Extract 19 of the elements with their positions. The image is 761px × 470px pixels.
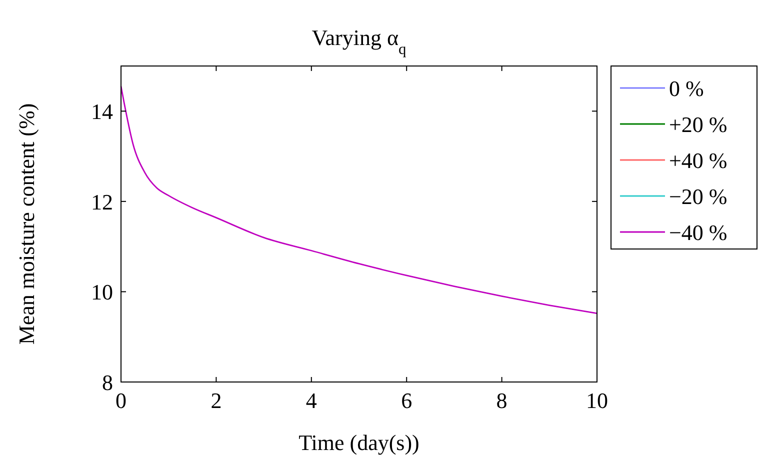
x-tick-label: 8: [496, 388, 508, 413]
x-axis-title: Time (day(s)): [298, 430, 420, 455]
y-tick-label: 10: [91, 280, 113, 305]
x-tick-label: 10: [586, 388, 608, 413]
legend-label: +20 %: [669, 112, 728, 137]
x-tick-label: 0: [116, 388, 126, 413]
x-tick-label: 2: [210, 388, 222, 413]
chart-title: Varying α$_{q}$: [312, 25, 406, 58]
legend-label: −40 %: [669, 220, 728, 245]
legend-label: +40 %: [669, 148, 728, 173]
y-tick-label: 8: [102, 370, 113, 395]
legend-label: 0 %: [669, 76, 704, 101]
line-series: [120, 86, 598, 314]
x-tick-label: 6: [401, 388, 412, 413]
y-axis-title: Mean moisture content (%): [14, 103, 39, 345]
x-tick-label: 4: [306, 388, 317, 413]
y-tick-label: 14: [91, 99, 113, 124]
legend-label: −20 %: [669, 184, 728, 209]
y-tick-label: 12: [91, 189, 113, 214]
